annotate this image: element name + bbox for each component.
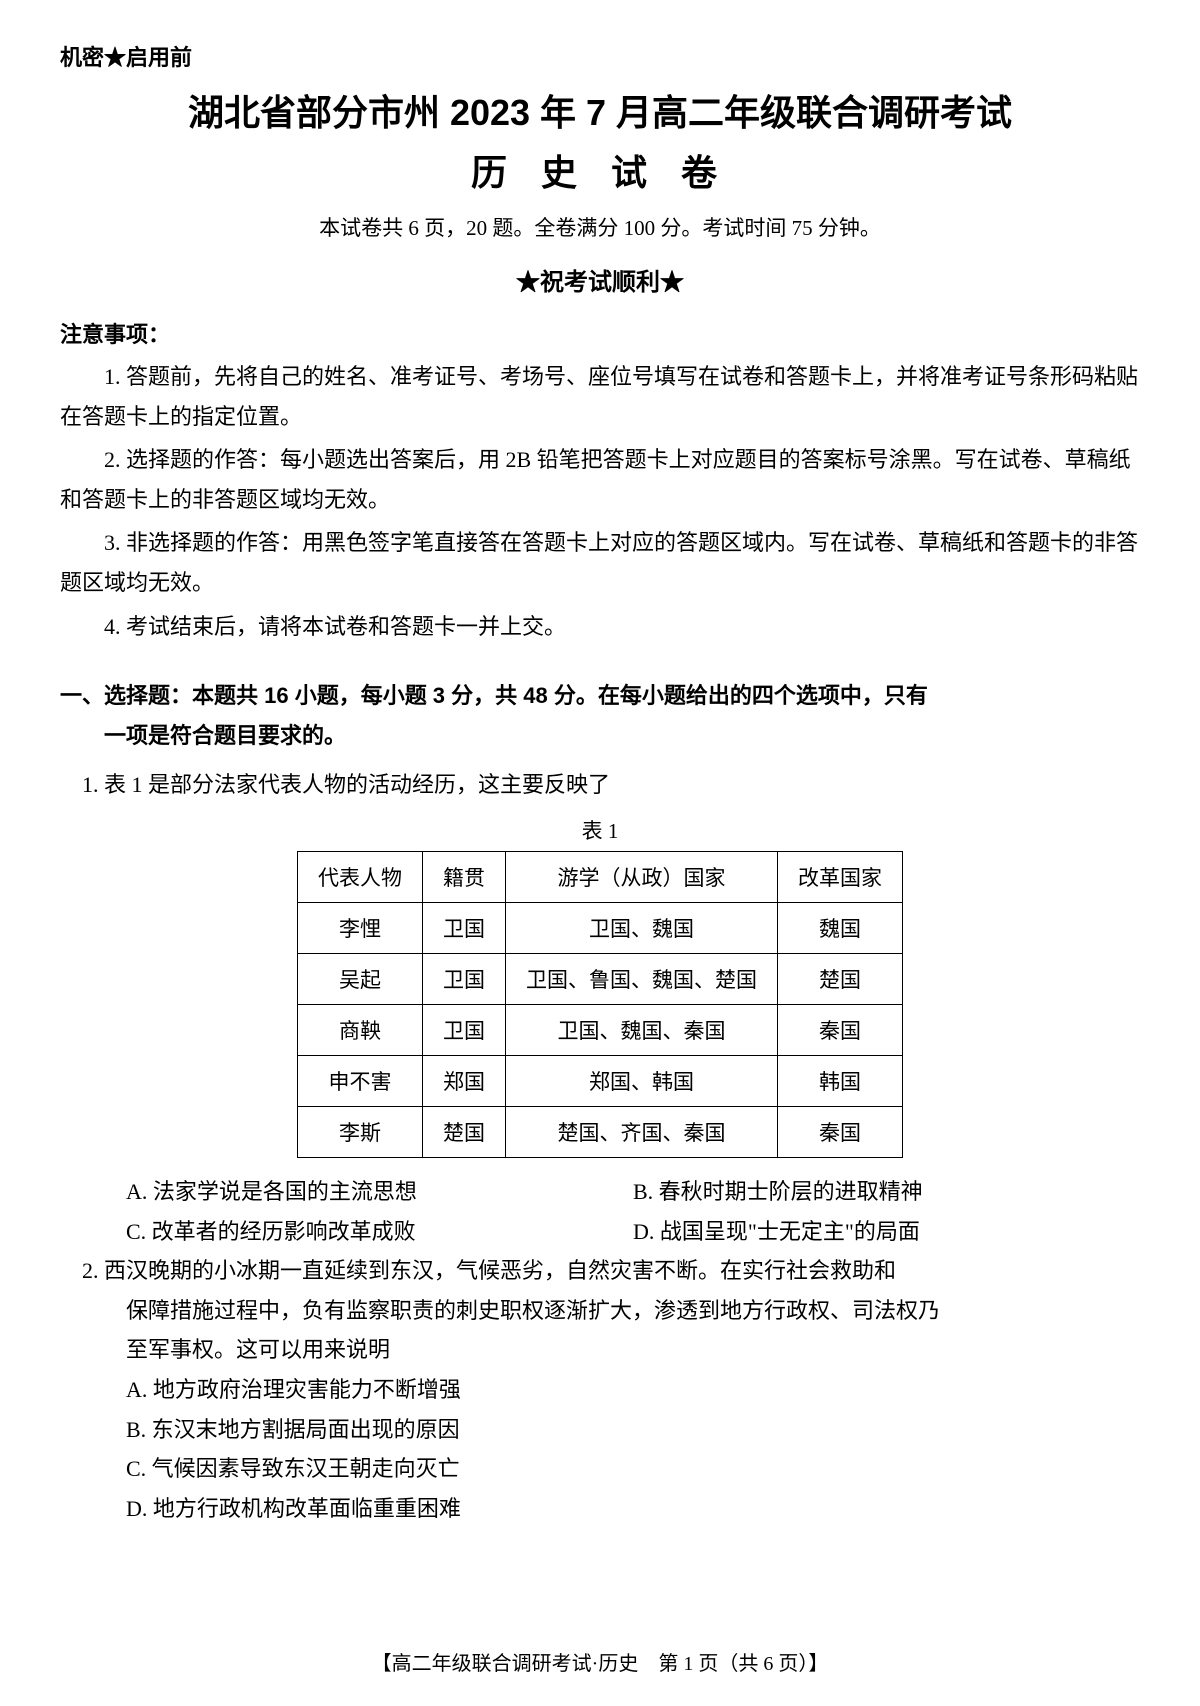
question-1: 1. 表 1 是部分法家代表人物的活动经历，这主要反映了	[82, 765, 1140, 805]
table-row: 李斯 楚国 楚国、齐国、秦国 秦国	[298, 1106, 903, 1157]
option-a: A. 地方政府治理灾害能力不断增强	[60, 1370, 1140, 1410]
notice-item-3: 3. 非选择题的作答：用黑色签字笔直接答在答题卡上对应的答题区域内。写在试卷、草…	[60, 523, 1140, 602]
table-cell: 卫国、魏国、秦国	[506, 1004, 778, 1055]
table-cell: 郑国、韩国	[506, 1055, 778, 1106]
option-a: A. 法家学说是各国的主流思想	[126, 1172, 633, 1212]
section-1-line1: 一、选择题：本题共 16 小题，每小题 3 分，共 48 分。在每小题给出的四个…	[60, 683, 928, 708]
exam-info: 本试卷共 6 页，20 题。全卷满分 100 分。考试时间 75 分钟。	[60, 212, 1140, 242]
table-cell: 楚国、齐国、秦国	[506, 1106, 778, 1157]
table-header-cell: 游学（从政）国家	[506, 851, 778, 902]
notice-item-4: 4. 考试结束后，请将本试卷和答题卡一并上交。	[60, 607, 1140, 647]
table-row: 代表人物 籍贯 游学（从政）国家 改革国家	[298, 851, 903, 902]
table-cell: 卫国	[423, 1004, 506, 1055]
table-cell: 秦国	[778, 1004, 903, 1055]
section-1-header: 一、选择题：本题共 16 小题，每小题 3 分，共 48 分。在每小题给出的四个…	[60, 676, 1140, 755]
question-2-line2: 保障措施过程中，负有监察职责的刺史职权逐渐扩大，渗透到地方行政权、司法权乃	[60, 1291, 1140, 1331]
main-title: 湖北省部分市州 2023 年 7 月高二年级联合调研考试	[60, 84, 1140, 136]
question-2-line1: 2. 西汉晚期的小冰期一直延续到东汉，气候恶劣，自然灾害不断。在实行社会救助和	[82, 1258, 896, 1283]
question-1-text: 1. 表 1 是部分法家代表人物的活动经历，这主要反映了	[82, 772, 610, 797]
table-row: 吴起 卫国 卫国、鲁国、魏国、楚国 楚国	[298, 953, 903, 1004]
confidential-label: 机密★启用前	[60, 40, 1140, 72]
option-b: B. 春秋时期士阶层的进取精神	[633, 1172, 1140, 1212]
table-cell: 李斯	[298, 1106, 423, 1157]
table-header-cell: 改革国家	[778, 851, 903, 902]
option-c: C. 气候因素导致东汉王朝走向灭亡	[60, 1449, 1140, 1489]
table-header-cell: 代表人物	[298, 851, 423, 902]
table-cell: 卫国	[423, 953, 506, 1004]
question-2: 2. 西汉晚期的小冰期一直延续到东汉，气候恶劣，自然灾害不断。在实行社会救助和	[82, 1251, 1140, 1291]
table-1: 代表人物 籍贯 游学（从政）国家 改革国家 李悝 卫国 卫国、魏国 魏国 吴起 …	[297, 851, 903, 1158]
notice-item-1: 1. 答题前，先将自己的姓名、准考证号、考场号、座位号填写在试卷和答题卡上，并将…	[60, 357, 1140, 436]
table-row: 李悝 卫国 卫国、魏国 魏国	[298, 902, 903, 953]
good-luck: ★祝考试顺利★	[60, 262, 1140, 297]
table-cell: 楚国	[778, 953, 903, 1004]
question-1-options-row-2: C. 改革者的经历影响改革成败 D. 战国呈现"士无定主"的局面	[60, 1212, 1140, 1252]
table-cell: 秦国	[778, 1106, 903, 1157]
table-cell: 楚国	[423, 1106, 506, 1157]
table-cell: 申不害	[298, 1055, 423, 1106]
table-cell: 郑国	[423, 1055, 506, 1106]
notice-title: 注意事项：	[60, 317, 1140, 349]
question-1-options-row-1: A. 法家学说是各国的主流思想 B. 春秋时期士阶层的进取精神	[60, 1172, 1140, 1212]
option-c: C. 改革者的经历影响改革成败	[126, 1212, 633, 1252]
table-row: 申不害 郑国 郑国、韩国 韩国	[298, 1055, 903, 1106]
table-1-caption: 表 1	[60, 815, 1140, 845]
page-footer: 【高二年级联合调研考试·历史 第 1 页（共 6 页）】	[0, 1647, 1200, 1676]
table-cell: 卫国	[423, 902, 506, 953]
notice-item-2: 2. 选择题的作答：每小题选出答案后，用 2B 铅笔把答题卡上对应题目的答案标号…	[60, 440, 1140, 519]
option-d: D. 地方行政机构改革面临重重困难	[60, 1489, 1140, 1529]
table-cell: 卫国、鲁国、魏国、楚国	[506, 953, 778, 1004]
option-b: B. 东汉末地方割据局面出现的原因	[60, 1410, 1140, 1450]
table-cell: 商鞅	[298, 1004, 423, 1055]
option-d: D. 战国呈现"士无定主"的局面	[633, 1212, 1140, 1252]
table-row: 商鞅 卫国 卫国、魏国、秦国 秦国	[298, 1004, 903, 1055]
question-2-line3: 至军事权。这可以用来说明	[60, 1330, 1140, 1370]
table-header-cell: 籍贯	[423, 851, 506, 902]
table-cell: 魏国	[778, 902, 903, 953]
table-cell: 卫国、魏国	[506, 902, 778, 953]
table-cell: 李悝	[298, 902, 423, 953]
section-1-line2: 一项是符合题目要求的。	[60, 723, 346, 748]
table-cell: 韩国	[778, 1055, 903, 1106]
table-cell: 吴起	[298, 953, 423, 1004]
sub-title: 历 史 试 卷	[60, 144, 1140, 196]
